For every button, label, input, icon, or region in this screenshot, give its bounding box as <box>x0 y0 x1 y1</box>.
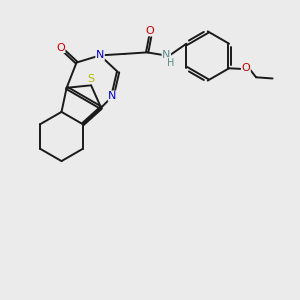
Text: H: H <box>167 58 174 68</box>
Text: N: N <box>162 50 170 60</box>
Text: O: O <box>56 43 65 52</box>
Text: O: O <box>242 63 250 73</box>
Text: S: S <box>88 74 94 84</box>
Text: O: O <box>146 26 154 36</box>
Text: N: N <box>108 91 117 101</box>
Text: N: N <box>96 50 104 60</box>
